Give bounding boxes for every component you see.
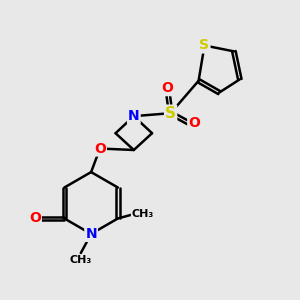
Text: O: O — [29, 212, 41, 226]
Text: N: N — [128, 109, 140, 123]
Text: O: O — [188, 116, 200, 130]
Text: N: N — [85, 227, 97, 241]
Text: CH₃: CH₃ — [132, 209, 154, 219]
Text: S: S — [200, 38, 209, 52]
Text: S: S — [165, 106, 176, 121]
Text: CH₃: CH₃ — [70, 255, 92, 266]
Text: O: O — [94, 142, 106, 155]
Text: O: O — [162, 81, 174, 95]
